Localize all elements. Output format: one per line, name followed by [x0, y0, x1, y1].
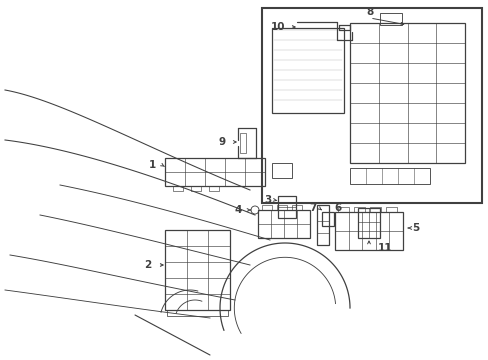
Bar	[337, 207, 348, 212]
Bar	[349, 168, 429, 184]
Bar	[278, 196, 295, 218]
Bar	[258, 210, 309, 238]
Text: 7: 7	[309, 203, 316, 213]
Bar	[379, 13, 401, 25]
Bar	[316, 205, 328, 245]
Bar	[321, 212, 333, 226]
Bar	[240, 133, 245, 153]
Bar	[349, 23, 464, 163]
Bar	[271, 28, 343, 113]
Bar	[334, 212, 402, 250]
Bar	[369, 207, 380, 212]
Bar	[357, 208, 379, 238]
Text: 5: 5	[411, 223, 419, 233]
Bar	[191, 186, 201, 191]
Text: 1: 1	[148, 160, 155, 170]
Bar	[276, 205, 286, 210]
Bar	[291, 205, 302, 210]
Text: 9: 9	[218, 137, 225, 147]
Bar	[385, 207, 396, 212]
Bar	[173, 186, 183, 191]
Text: 8: 8	[366, 7, 373, 17]
Text: 6: 6	[334, 203, 341, 213]
Text: 2: 2	[144, 260, 151, 270]
Text: 11: 11	[377, 243, 391, 253]
Bar	[164, 230, 229, 310]
Bar	[262, 8, 481, 203]
Text: 4: 4	[234, 205, 241, 215]
Bar	[208, 186, 219, 191]
Text: 3: 3	[264, 195, 271, 205]
Text: 10: 10	[270, 22, 285, 32]
Bar	[164, 158, 264, 186]
Bar	[353, 207, 364, 212]
Bar	[167, 310, 227, 316]
Bar	[271, 163, 291, 178]
Bar	[262, 205, 271, 210]
